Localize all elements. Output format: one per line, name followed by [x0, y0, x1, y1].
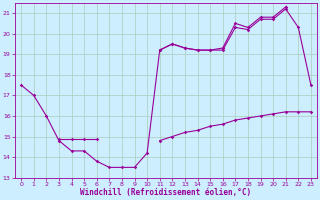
- X-axis label: Windchill (Refroidissement éolien,°C): Windchill (Refroidissement éolien,°C): [80, 188, 252, 197]
